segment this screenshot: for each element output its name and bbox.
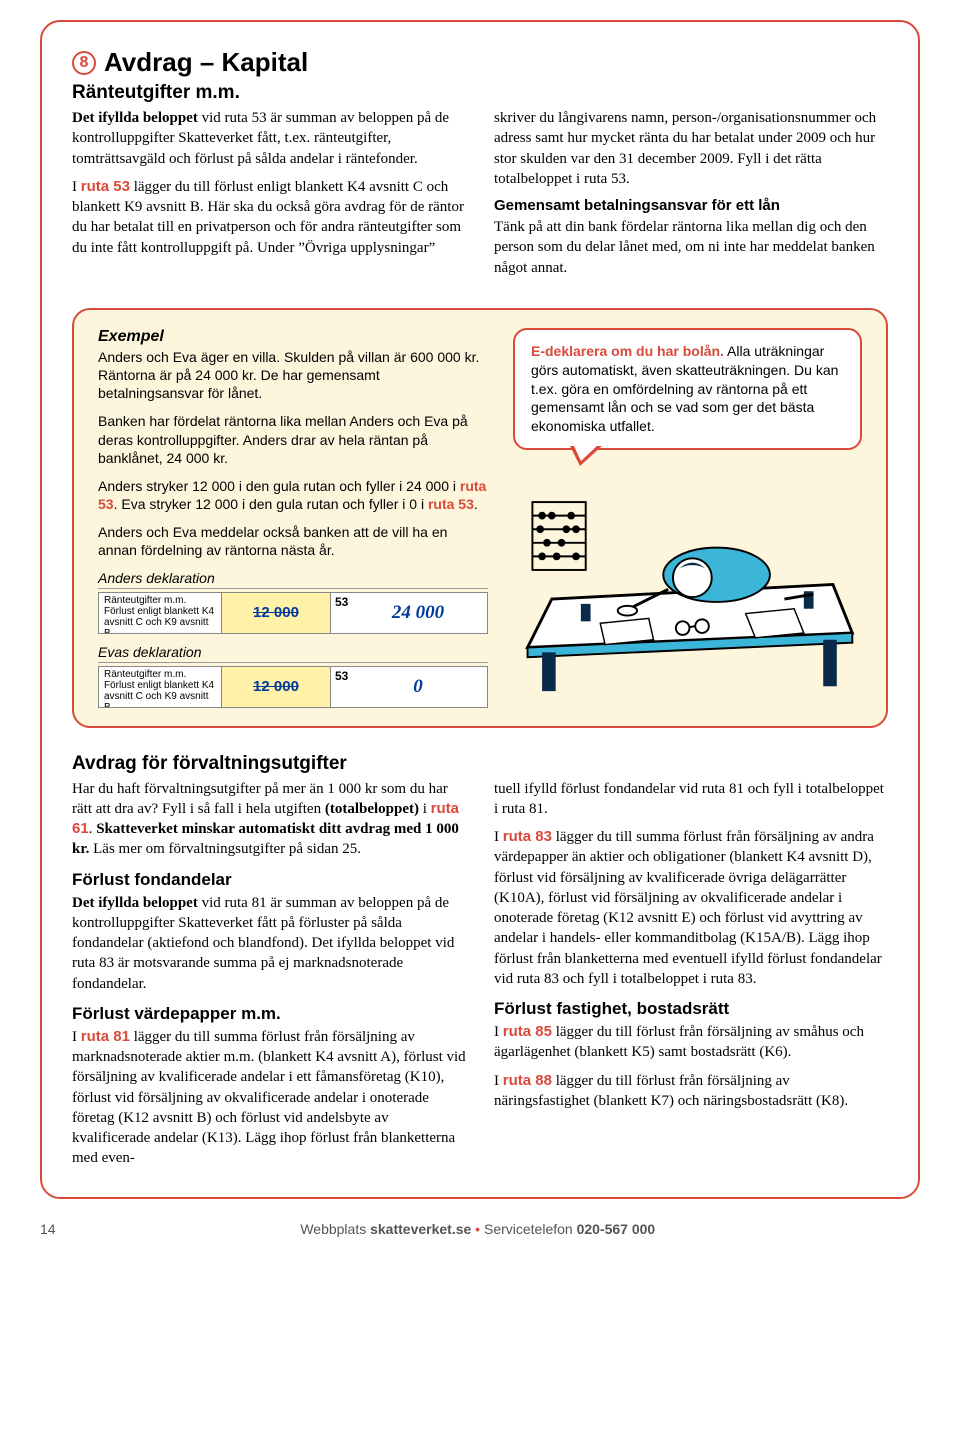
anders-decl-label: Anders deklaration <box>98 570 488 589</box>
footer-phone: 020-567 000 <box>577 1221 656 1237</box>
fast-heading: Förlust fastighet, bostadsrätt <box>494 999 888 1019</box>
intro-p1-bold: Det ifyllda beloppet <box>72 110 198 126</box>
example-title: Exempel <box>98 328 488 346</box>
desk-illustration <box>513 473 862 696</box>
anders-decl-row: Ränteutgifter m.m. Förlust enligt blanke… <box>98 592 488 634</box>
varde-p1: I ruta 81 lägger du till summa förlust f… <box>72 1027 466 1169</box>
p88: I ruta 88 lägger du till förlust från fö… <box>494 1071 888 1112</box>
section-number-badge: 8 <box>72 51 96 75</box>
forvalt-heading: Avdrag för förvaltningsutgifter <box>72 753 888 775</box>
callout-title: E-deklarera om du har bolån. <box>531 343 724 359</box>
page-footer: 14 Webbplats skatteverket.se • Servicete… <box>40 1221 920 1237</box>
intro-columns: Det ifyllda beloppet vid ruta 53 är summ… <box>72 108 888 286</box>
intro-p2: I ruta 53 lägger du till förlust enligt … <box>72 177 466 258</box>
ruta-53: ruta 53 <box>81 178 130 195</box>
ruta-88: ruta 88 <box>503 1072 552 1089</box>
page-number: 14 <box>40 1221 56 1237</box>
evas-new-value: 0 <box>349 667 487 707</box>
ruta-53-ex2: ruta 53 <box>428 496 474 512</box>
example-left: Exempel Anders och Eva äger en villa. Sk… <box>98 328 488 708</box>
example-p3: Anders stryker 12 000 i den gula rutan o… <box>98 477 488 513</box>
decl-old-value: 12 000 <box>221 593 331 633</box>
intro-col-right: skriver du långivarens namn, person-/org… <box>494 108 888 286</box>
example-p1: Anders och Eva äger en villa. Skulden på… <box>98 348 488 403</box>
ruta-83: ruta 83 <box>503 828 552 845</box>
ruta-81: ruta 81 <box>81 1028 130 1045</box>
section2-right: tuell ifylld förlust fondandelar vid rut… <box>494 779 888 1177</box>
decl-old-value-2: 12 000 <box>221 667 331 707</box>
forvalt-p: Har du haft förvaltningsutgifter på mer … <box>72 779 466 860</box>
varde-p2: tuell ifylld förlust fondandelar vid rut… <box>494 779 888 820</box>
section2-left: Har du haft förvaltningsutgifter på mer … <box>72 779 466 1177</box>
page-title: 8 Avdrag – Kapital <box>72 47 888 78</box>
decl-desc-2: Ränteutgifter m.m. Förlust enligt blanke… <box>99 667 221 707</box>
evas-decl-label: Evas deklaration <box>98 644 488 663</box>
gemensamt-heading: Gemensamt betalningsansvar för ett lån <box>494 197 888 214</box>
speech-tail-icon <box>570 446 602 466</box>
intro-p1: Det ifyllda beloppet vid ruta 53 är summ… <box>72 108 466 169</box>
anders-new-value: 24 000 <box>349 593 487 633</box>
example-box: Exempel Anders och Eva äger en villa. Sk… <box>72 308 888 728</box>
example-right: E-deklarera om du har bolån. Alla uträkn… <box>513 328 862 708</box>
subtitle: Ränteutgifter m.m. <box>72 82 888 104</box>
decl-desc: Ränteutgifter m.m. Förlust enligt blanke… <box>99 593 221 633</box>
ruta-85: ruta 85 <box>503 1023 552 1040</box>
title-text: Avdrag – Kapital <box>104 47 308 78</box>
intro-p4: Tänk på att din bank fördelar räntorna l… <box>494 217 888 278</box>
main-container: 8 Avdrag – Kapital Ränteutgifter m.m. De… <box>40 20 920 1199</box>
p85: I ruta 85 lägger du till förlust från fö… <box>494 1022 888 1063</box>
section2-columns: Har du haft förvaltningsutgifter på mer … <box>72 779 888 1177</box>
evas-decl-row: Ränteutgifter m.m. Förlust enligt blanke… <box>98 666 488 708</box>
fond-heading: Förlust fondandelar <box>72 870 466 890</box>
intro-p3: skriver du långivarens namn, person-/org… <box>494 108 888 189</box>
intro-col-left: Det ifyllda beloppet vid ruta 53 är summ… <box>72 108 466 286</box>
example-p4: Anders och Eva meddelar också banken att… <box>98 523 488 559</box>
footer-url: skatteverket.se <box>370 1221 471 1237</box>
varde-heading: Förlust värdepapper m.m. <box>72 1004 466 1024</box>
footer-center: Webbplats skatteverket.se • Servicetelef… <box>56 1221 900 1237</box>
example-p2: Banken har fördelat räntorna lika mellan… <box>98 412 488 467</box>
info-callout: E-deklarera om du har bolån. Alla uträkn… <box>513 328 862 450</box>
p83: I ruta 83 lägger du till summa förlust f… <box>494 827 888 989</box>
fond-p: Det ifyllda beloppet vid ruta 81 är summ… <box>72 893 466 994</box>
decl-field-num: 53 <box>331 593 349 633</box>
decl-field-num-2: 53 <box>331 667 349 707</box>
